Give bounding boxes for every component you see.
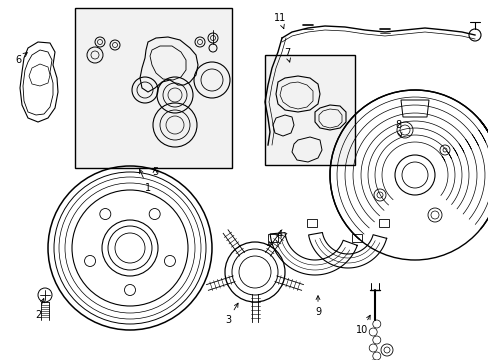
Text: 2: 2 xyxy=(35,298,44,320)
Text: 6: 6 xyxy=(15,53,27,65)
Wedge shape xyxy=(358,175,481,262)
Circle shape xyxy=(102,220,158,276)
Text: 7: 7 xyxy=(284,48,290,62)
Text: 3: 3 xyxy=(224,303,238,325)
Text: 10: 10 xyxy=(355,315,369,335)
Text: 9: 9 xyxy=(314,296,321,317)
Circle shape xyxy=(124,284,135,296)
Text: 5: 5 xyxy=(152,167,158,177)
Text: 1: 1 xyxy=(139,169,151,193)
Circle shape xyxy=(115,233,145,263)
Text: 4: 4 xyxy=(267,230,283,246)
Circle shape xyxy=(84,256,95,266)
Bar xyxy=(264,55,354,165)
Text: 8: 8 xyxy=(394,120,401,136)
Circle shape xyxy=(108,226,152,270)
Text: 11: 11 xyxy=(273,13,285,29)
Circle shape xyxy=(164,256,175,266)
Bar xyxy=(75,8,231,168)
Circle shape xyxy=(149,208,160,220)
Circle shape xyxy=(100,208,111,220)
